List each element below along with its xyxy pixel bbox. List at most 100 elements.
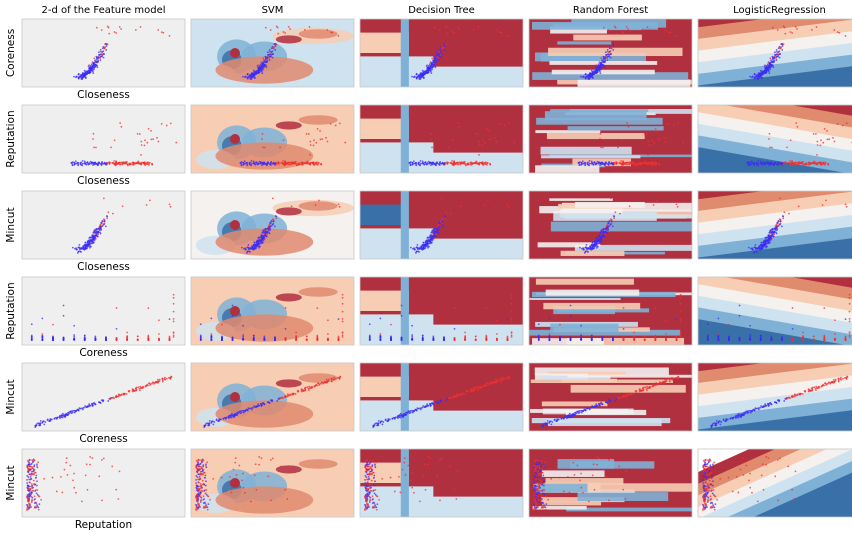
- point-r4-c0-209: [137, 386, 140, 389]
- point-r3-c4-212: [749, 334, 752, 336]
- point-r3-c2-156: [510, 302, 513, 305]
- point-r0-c4-218: [765, 68, 768, 71]
- point-r4-c2-75: [476, 387, 479, 390]
- point-r1-c4-216: [780, 162, 782, 165]
- point-r0-c0-189: [90, 70, 92, 72]
- point-r0-c4-172: [760, 77, 763, 79]
- point-r2-c0-166: [86, 241, 89, 244]
- point-r0-c2-83: [500, 31, 503, 34]
- point-r3-c2-197: [432, 337, 435, 340]
- point-r3-c4-214: [791, 338, 794, 341]
- point-r1-c1-168: [312, 161, 315, 164]
- point-r4-c1-165: [248, 407, 250, 410]
- point-r1-c3-183: [582, 162, 584, 165]
- point-r0-c0-167: [91, 70, 94, 73]
- point-r1-c1-186: [312, 163, 315, 166]
- point-r3-c1-136: [341, 293, 344, 296]
- point-r3-c1-167: [295, 331, 298, 334]
- point-r0-c4-219: [753, 76, 756, 79]
- point-r3-c2-90: [510, 318, 513, 320]
- point-r3-c1-217: [263, 338, 266, 341]
- point-r3-c3-63: [569, 314, 572, 317]
- point-r2-c1-207: [261, 235, 264, 238]
- point-r1-c4-191: [749, 163, 752, 166]
- point-r1-c2-108: [448, 146, 450, 149]
- point-r4-c1-219: [294, 393, 297, 395]
- point-r2-c1-186: [255, 242, 258, 245]
- point-r0-c3-163: [594, 71, 596, 74]
- point-r2-c1-54: [314, 204, 317, 206]
- point-r3-c2-136: [510, 293, 513, 296]
- point-r2-c3-156: [591, 241, 594, 244]
- point-r4-c2-44: [503, 377, 506, 380]
- point-r4-c1-172: [279, 397, 281, 400]
- point-r4-c1-212: [330, 378, 333, 380]
- point-r0-c0-161: [81, 76, 83, 79]
- panel-r4-c0: [22, 363, 185, 431]
- point-r2-c2-49: [412, 247, 414, 250]
- point-r4-c1-105: [308, 389, 310, 392]
- point-r1-c3-98: [682, 141, 685, 144]
- point-r1-c2-21: [421, 162, 424, 165]
- point-r3-c2-135: [379, 334, 382, 337]
- point-r0-c0-187: [98, 54, 101, 57]
- point-r0-c2-112: [427, 64, 430, 67]
- point-r4-c0-127: [50, 418, 53, 421]
- point-r1-c1-138: [302, 161, 304, 164]
- point-r4-c0-102: [161, 379, 164, 382]
- point-r4-c1-68: [232, 415, 235, 418]
- point-r2-c4-212: [777, 220, 780, 223]
- point-r3-c4-208: [728, 338, 730, 341]
- point-r1-c0-51: [152, 138, 155, 141]
- point-r1-c3-192: [577, 162, 580, 164]
- point-r4-c1-17: [250, 407, 253, 410]
- point-r3-c2-196: [510, 320, 513, 323]
- point-r0-c0-100: [107, 26, 110, 29]
- point-r0-c1-74: [269, 55, 272, 58]
- point-r1-c1-144: [297, 163, 300, 166]
- point-r4-c2-47: [381, 423, 384, 426]
- point-r1-c2-165: [482, 139, 484, 142]
- point-r1-c1-98: [344, 141, 347, 144]
- point-r3-c1-37: [337, 336, 340, 339]
- point-r1-c1-158: [288, 161, 291, 164]
- point-r0-c0-193: [81, 73, 84, 75]
- point-r3-c1-158: [341, 331, 344, 334]
- point-r2-c0-12: [100, 229, 103, 231]
- point-r1-c2-96: [423, 163, 426, 166]
- point-r1-c2-128: [478, 153, 480, 156]
- point-r3-c3-196: [679, 320, 682, 323]
- point-r1-c1-97: [252, 160, 255, 163]
- point-r2-c0-169: [105, 215, 108, 217]
- point-r3-c1-173: [305, 339, 308, 342]
- point-r2-c4-70: [754, 246, 757, 249]
- point-r3-c0-110: [83, 334, 86, 337]
- point-r2-c4-200: [825, 199, 827, 202]
- point-r0-c3-187: [605, 54, 608, 57]
- point-r2-c0-196: [97, 233, 100, 236]
- point-r4-c0-189: [89, 404, 92, 407]
- point-r2-c4-62: [755, 248, 757, 251]
- point-r2-c2-214: [429, 242, 432, 244]
- point-r1-c1-218: [295, 163, 297, 166]
- point-r2-c4-215: [770, 238, 772, 240]
- point-r3-c4-110: [759, 334, 762, 337]
- point-r1-c1-212: [280, 161, 283, 164]
- point-r2-c3-44: [584, 246, 587, 249]
- point-r2-c2-176: [439, 224, 442, 227]
- point-r0-c2-183: [429, 69, 432, 72]
- point-r4-c0-216: [158, 380, 161, 382]
- point-r1-c4-92: [789, 160, 791, 162]
- point-r1-c1-21: [252, 162, 255, 165]
- point-r0-c2-189: [428, 70, 430, 72]
- point-r1-c1-13: [250, 159, 253, 162]
- point-r4-c0-200: [170, 375, 172, 378]
- point-r0-c1-199: [251, 76, 254, 79]
- point-r0-c1-83: [331, 31, 334, 34]
- point-r2-c4-95: [783, 211, 786, 214]
- point-r2-c3-149: [600, 230, 603, 232]
- point-r3-c2-119: [411, 335, 414, 338]
- point-r2-c2-187: [440, 197, 443, 200]
- point-r0-c4-214: [768, 65, 771, 68]
- point-r0-c4-156: [772, 61, 775, 64]
